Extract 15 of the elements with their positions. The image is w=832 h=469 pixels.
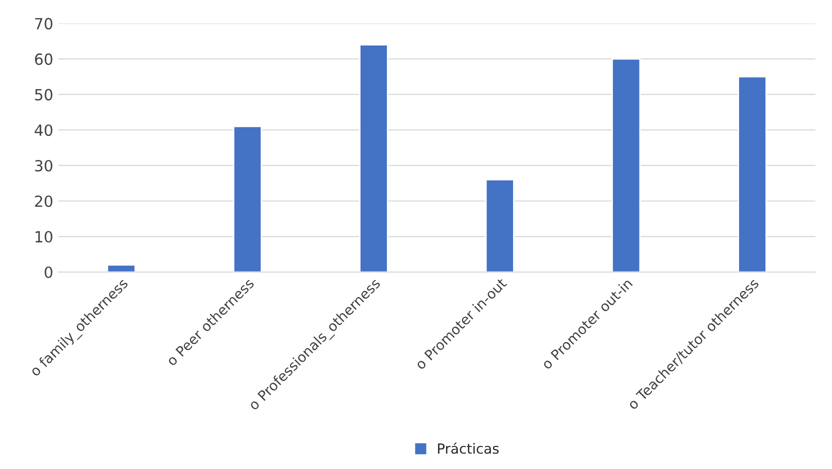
y-tick-label: 40 <box>34 124 52 136</box>
bar <box>232 126 262 272</box>
bar <box>106 264 136 272</box>
y-tick-label: 20 <box>35 195 52 208</box>
legend-label: Prácticas <box>438 442 499 454</box>
bar <box>738 76 767 272</box>
y-tick-label: 60 <box>35 53 52 65</box>
bar <box>359 44 388 272</box>
y-tick-label: 70 <box>35 18 52 30</box>
y-tick-label: 0 <box>44 266 52 278</box>
bar <box>612 58 641 272</box>
bar <box>485 179 514 272</box>
y-tick-label: 10 <box>36 230 52 243</box>
y-tick-label: 50 <box>35 88 52 100</box>
y-tick-label: 30 <box>35 160 52 172</box>
